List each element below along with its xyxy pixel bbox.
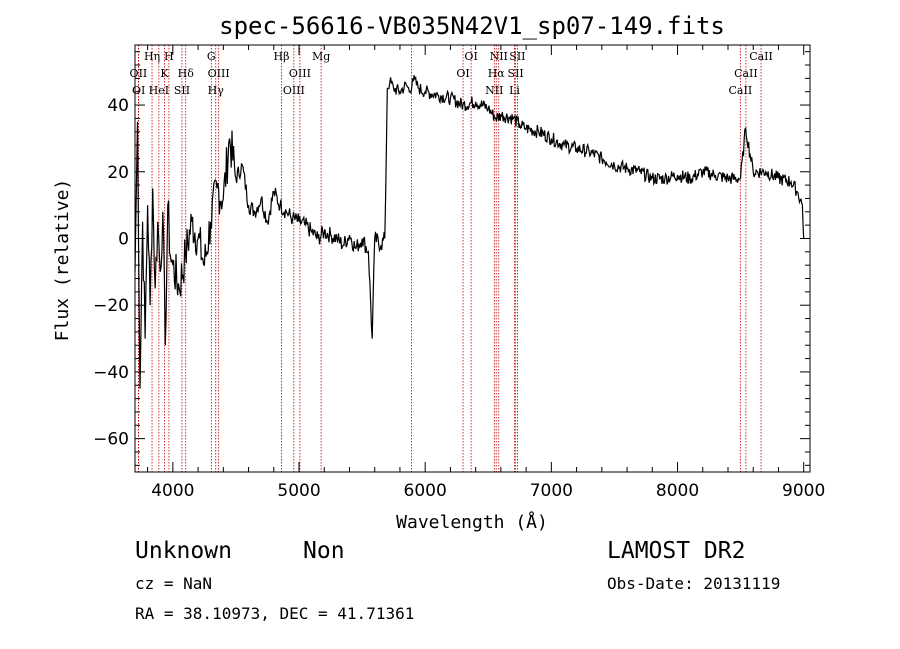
survey-name: LAMOST DR2	[607, 538, 746, 564]
y-tick-label: −60	[93, 430, 129, 450]
line-label: OIII	[283, 84, 305, 97]
y-tick-label: 20	[107, 163, 129, 183]
line-label: SII	[174, 84, 190, 97]
line-label: HeI	[149, 84, 169, 97]
y-tick-label: 40	[107, 96, 129, 116]
line-labels: OIIOIHηHeIKHSIIHδGHγOIIIHβOIIIOIIIMgOIOI…	[130, 50, 773, 97]
line-label: G	[207, 50, 216, 63]
line-label: SII	[509, 50, 525, 63]
line-label: OI	[464, 50, 477, 63]
line-label: Hβ	[274, 50, 290, 63]
line-label: Mg	[312, 50, 330, 63]
line-label: OI	[456, 67, 469, 80]
x-tick-label: 6000	[404, 481, 447, 501]
y-tick-label: −40	[93, 363, 129, 383]
line-label: K	[160, 67, 169, 80]
x-axis: 4000 5000 6000 7000 8000 9000	[147, 45, 825, 501]
line-label: NII	[485, 84, 503, 97]
line-label: OI	[132, 84, 145, 97]
redshift-value: cz = NaN	[135, 574, 213, 593]
spectrum-line	[134, 75, 805, 389]
line-label: Hα	[488, 67, 506, 80]
line-label: OIII	[208, 67, 230, 80]
plot-frame	[134, 44, 811, 473]
x-tick-label: 9000	[782, 481, 825, 501]
obs-date: Obs-Date: 20131119	[607, 574, 781, 593]
line-label: OII	[130, 67, 148, 80]
x-axis-label: Wavelength (Å)	[396, 511, 548, 533]
y-tick-label: 0	[118, 229, 129, 249]
y-axis-label: Flux (relative)	[52, 179, 73, 342]
x-tick-label: 5000	[277, 481, 320, 501]
object-subclass: Non	[303, 538, 345, 564]
coordinates: RA = 38.10973, DEC = 41.71361	[135, 604, 415, 623]
line-label: Hδ	[178, 67, 195, 80]
x-tick-label: 8000	[656, 481, 699, 501]
line-label: CaII	[734, 67, 758, 80]
line-label: H	[164, 50, 174, 63]
line-label: Hη	[144, 50, 160, 63]
y-tick-label: −20	[93, 296, 129, 316]
object-class: Unknown	[135, 538, 232, 564]
line-markers	[138, 45, 762, 472]
line-label: NII	[490, 50, 508, 63]
line-label: OIII	[289, 67, 311, 80]
x-tick-label: 7000	[530, 481, 573, 501]
y-axis: −60 −40 −20 0 20 40	[93, 51, 810, 466]
line-label: CaII	[749, 50, 773, 63]
x-tick-label: 4000	[151, 481, 194, 501]
line-label: SII	[508, 67, 524, 80]
line-label: Hγ	[208, 84, 225, 97]
line-label: Li	[509, 84, 520, 97]
line-label: CaII	[729, 84, 753, 97]
chart-title: spec-56616-VB035N42V1_sp07-149.fits	[219, 12, 725, 40]
